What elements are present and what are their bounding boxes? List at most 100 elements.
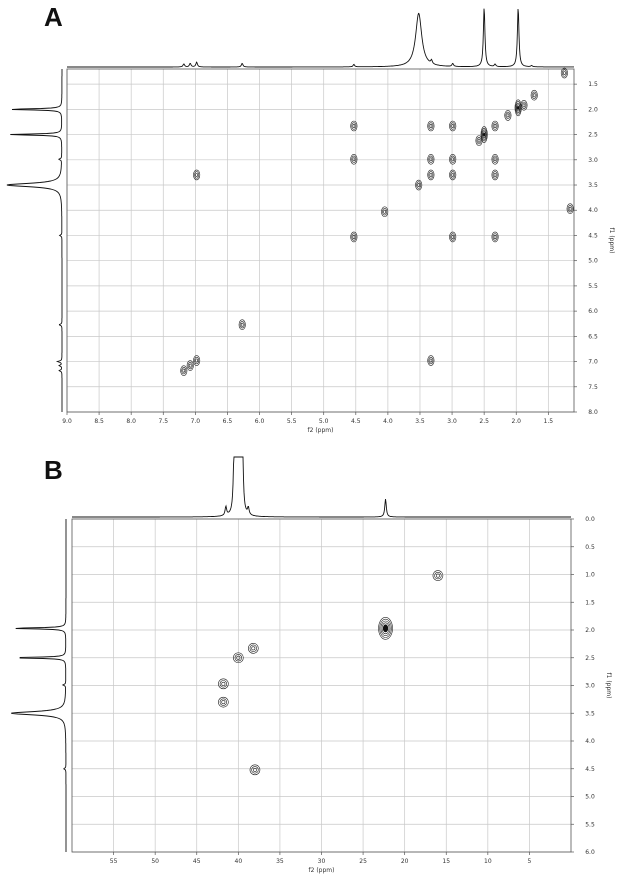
contour-ring bbox=[219, 698, 227, 706]
panel-b-x-axis-label: f2 (ppm) bbox=[309, 867, 335, 874]
contour-ring bbox=[429, 157, 433, 162]
x-tick-label: 3.5 bbox=[415, 418, 425, 425]
contour-ring bbox=[522, 103, 526, 108]
contour-ring bbox=[531, 91, 537, 99]
crosspeak bbox=[491, 231, 499, 243]
x-tick-label: 15 bbox=[442, 858, 450, 865]
panel-b-crosspeaks bbox=[218, 570, 444, 776]
contour-ring bbox=[450, 155, 456, 163]
contour-core bbox=[383, 624, 388, 633]
contour-ring bbox=[427, 153, 435, 165]
x-tick-label: 2.5 bbox=[479, 418, 489, 425]
contour-ring bbox=[428, 356, 434, 365]
x-tick-label: 4.0 bbox=[383, 418, 393, 425]
x-tick-label: 55 bbox=[110, 858, 118, 865]
contour-ring bbox=[236, 655, 241, 660]
contour-ring bbox=[515, 102, 521, 113]
contour-ring bbox=[352, 124, 356, 128]
contour-ring bbox=[428, 171, 434, 179]
panel-a-y-ticks: 1.5 2.0 2.5 3.0 3.5 4.0 4.5 5.0 5.5 6.0 6.5 7.0 7.5 8… bbox=[574, 81, 598, 416]
panel-a-x-axis-label: f2 (ppm) bbox=[308, 427, 334, 434]
x-tick-label: 50 bbox=[151, 858, 159, 865]
y-tick-label: 5.0 bbox=[585, 794, 595, 801]
contour-ring bbox=[186, 360, 194, 371]
contour-ring bbox=[350, 120, 358, 132]
crosspeak bbox=[491, 153, 499, 165]
contour-ring bbox=[480, 126, 488, 143]
contour-ring bbox=[429, 358, 433, 363]
y-tick-label: 7.0 bbox=[588, 359, 598, 366]
contour-ring bbox=[427, 169, 435, 181]
contour-ring bbox=[477, 138, 481, 143]
contour-ring bbox=[450, 171, 456, 179]
y-tick-label: 5.0 bbox=[588, 258, 598, 265]
contour-ring bbox=[434, 571, 442, 580]
contour-ring bbox=[491, 120, 499, 132]
crosspeak bbox=[233, 652, 244, 664]
contour-ring bbox=[476, 136, 482, 145]
x-tick-label: 8.5 bbox=[94, 418, 104, 425]
contour-ring bbox=[521, 101, 527, 109]
y-tick-label: 0.5 bbox=[585, 544, 595, 551]
x-tick-label: 7.0 bbox=[191, 418, 201, 425]
crosspeak bbox=[249, 764, 261, 776]
contour-ring bbox=[233, 652, 244, 664]
contour-ring bbox=[427, 120, 435, 132]
panel-b-label: B bbox=[44, 455, 63, 485]
crosspeak bbox=[449, 231, 457, 243]
y-tick-label: 3.5 bbox=[588, 182, 598, 189]
x-tick-label: 10 bbox=[484, 858, 492, 865]
y-tick-label: 4.0 bbox=[588, 207, 598, 214]
contour-ring bbox=[491, 169, 499, 181]
x-tick-label: 35 bbox=[276, 858, 284, 865]
panel-b-y-ticks: 0.0 0.5 1.0 1.5 2.0 2.5 3.0 3.5 4.0 4.5 5.0 5.5 6.0 bbox=[571, 516, 595, 856]
crosspeak bbox=[378, 617, 393, 640]
panel-a-plot-frame bbox=[66, 68, 575, 413]
contour-ring bbox=[218, 678, 229, 690]
contour-ring bbox=[381, 622, 390, 635]
panel-a-label: A bbox=[44, 2, 63, 32]
contour-ring bbox=[181, 367, 187, 375]
y-tick-label: 2.5 bbox=[588, 132, 598, 139]
contour-core bbox=[517, 106, 520, 110]
contour-ring bbox=[221, 700, 226, 705]
panel-b-x-ticks: 55 50 45 40 35 30 25 20 15 10 5 bbox=[110, 852, 532, 865]
crosspeak bbox=[480, 126, 488, 143]
contour-ring bbox=[491, 231, 499, 243]
contour-ring bbox=[352, 157, 356, 162]
contour-ring bbox=[515, 101, 522, 115]
contour-ring bbox=[194, 356, 200, 365]
contour-ring bbox=[182, 368, 186, 373]
contour-ring bbox=[180, 365, 188, 376]
panel-a-crosspeaks bbox=[180, 67, 574, 376]
y-tick-label: 2.0 bbox=[585, 627, 595, 634]
x-tick-label: 3.0 bbox=[447, 418, 457, 425]
contour-ring bbox=[492, 171, 498, 179]
x-tick-label: 7.5 bbox=[158, 418, 168, 425]
contour-ring bbox=[450, 233, 456, 241]
x-tick-label: 20 bbox=[401, 858, 409, 865]
panel-b-top-projection bbox=[72, 456, 571, 518]
contour-ring bbox=[482, 131, 486, 139]
crosspeak bbox=[514, 99, 522, 117]
y-tick-label: 5.5 bbox=[588, 283, 598, 290]
crosspeak bbox=[475, 135, 483, 146]
contour-ring bbox=[428, 122, 434, 130]
crosspeak bbox=[427, 169, 435, 181]
crosspeak bbox=[350, 153, 358, 165]
contour-ring bbox=[505, 111, 511, 120]
contour-ring bbox=[514, 99, 522, 117]
contour-ring bbox=[567, 205, 573, 213]
y-tick-label: 5.5 bbox=[585, 821, 595, 828]
contour-ring bbox=[435, 573, 440, 578]
y-tick-label: 3.0 bbox=[588, 157, 598, 164]
crosspeak bbox=[432, 570, 444, 581]
x-tick-label: 8.0 bbox=[126, 418, 136, 425]
contour-ring bbox=[492, 233, 498, 241]
panel-a-grid bbox=[66, 69, 574, 413]
contour-ring bbox=[491, 153, 499, 165]
x-tick-label: 6.0 bbox=[255, 418, 265, 425]
contour-ring bbox=[350, 153, 358, 165]
contour-ring bbox=[493, 157, 497, 162]
contour-ring bbox=[417, 183, 421, 187]
